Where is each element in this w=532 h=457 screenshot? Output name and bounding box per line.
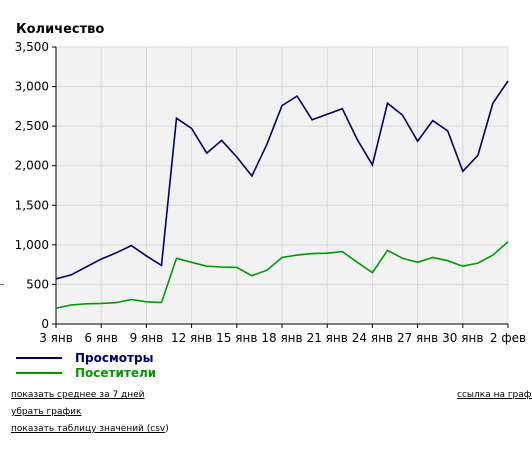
x-tick-label: 27 янв	[397, 331, 438, 345]
x-tick-label: 9 янв	[130, 331, 164, 345]
y-tick-label: 3,000	[15, 80, 49, 94]
x-tick-label: 3 янв	[39, 331, 73, 345]
y-tick-label: 3,500	[15, 40, 49, 54]
x-tick-label: 21 янв	[307, 331, 348, 345]
show-7day-average-link[interactable]: показать среднее за 7 дней	[11, 390, 145, 400]
y-tick-label: 1,000	[15, 238, 49, 252]
remove-chart-link[interactable]: убрать график	[11, 407, 82, 417]
legend-item-visitors: Посетители	[16, 365, 156, 380]
legend-swatch-visitors	[16, 371, 62, 374]
legend-label-views: Просмотры	[75, 350, 154, 365]
x-tick-label: 12 янв	[171, 331, 212, 345]
legend-item-views: Просмотры	[16, 350, 156, 365]
legend: Просмотры Посетители	[16, 350, 156, 380]
y-tick-label: 1,500	[15, 198, 49, 212]
series-line-views	[55, 80, 509, 280]
y-tick-label: 0	[41, 317, 49, 331]
line-chart: Количество 0 500 1,000 1,500 2,000 2,500 3,000…	[15, 22, 526, 345]
legend-label-visitors: Посетители	[75, 365, 157, 380]
x-tick-label: 6 янв	[84, 331, 118, 345]
chart-link[interactable]: ссылка на график	[457, 390, 532, 400]
y-tick-label: 2,500	[15, 119, 49, 133]
series-line-visitors	[55, 241, 509, 309]
legend-swatch-views	[16, 356, 62, 359]
csv-link[interactable]: csv	[150, 424, 166, 434]
x-tick-label: 15 янв	[216, 331, 257, 345]
y-tick-label: 2,000	[15, 159, 49, 173]
edge-tick	[0, 284, 4, 285]
x-tick-label: 30 янв	[442, 331, 483, 345]
show-values-table: показать таблицу значений (csv)	[11, 424, 169, 434]
x-tick-label: 24 янв	[352, 331, 393, 345]
y-tick-label: 500	[26, 277, 49, 291]
x-tick-label: 2 фев	[490, 331, 526, 345]
table-link-suffix: )	[165, 424, 169, 434]
chart-title: Количество	[16, 22, 104, 37]
show-values-table-link[interactable]: показать таблицу значений (	[11, 424, 151, 434]
x-tick-label: 18 янв	[261, 331, 302, 345]
